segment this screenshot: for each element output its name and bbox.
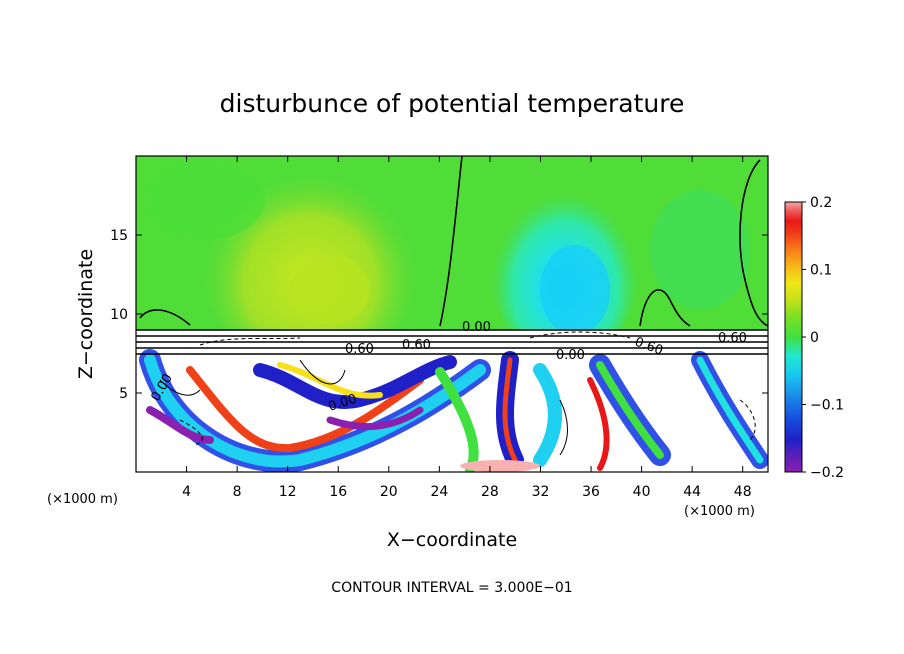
contour-label: 0.60 — [345, 342, 374, 357]
y-tick-label: 10 — [110, 307, 128, 323]
contour-interval-note: CONTOUR INTERVAL = 3.000E−01 — [331, 580, 572, 596]
x-unit-label-left: (×1000 m) — [47, 492, 118, 507]
x-tick-label: 8 — [233, 484, 242, 500]
x-axis-label: X−coordinate — [387, 529, 517, 551]
contour-label: 0.60 — [718, 331, 747, 346]
contour-labels: 0.00 0.60 0.60 0.60 0.00 0.00 0.60 0.00 — [148, 320, 746, 415]
x-tick-label: 32 — [532, 484, 550, 500]
chart-title: disturbunce of potential temperature — [220, 89, 685, 118]
x-tick-label: 16 — [329, 484, 347, 500]
heatmap-field — [136, 156, 768, 472]
colorbar: 0.2 0.1 0 −0.1 −0.2 — [784, 195, 844, 481]
x-tick-label: 20 — [380, 484, 398, 500]
x-tick-label: 12 — [279, 484, 297, 500]
y-axis: 5 10 15 — [110, 228, 768, 402]
colorbar-scale — [784, 201, 803, 473]
colorbar-tick-label: 0 — [810, 330, 819, 346]
x-axis: 4 8 12 16 20 24 28 32 36 40 44 48 — [182, 156, 752, 500]
contour-label: 0.00 — [462, 320, 491, 335]
x-tick-label: 28 — [481, 484, 499, 500]
y-axis-label: Z−coordinate — [75, 249, 97, 379]
x-unit-label-right: (×1000 m) — [684, 504, 755, 519]
colorbar-tick-label: 0.1 — [810, 263, 832, 279]
colorbar-tick-label: −0.2 — [810, 465, 844, 481]
y-tick-label: 5 — [119, 386, 128, 402]
colorbar-tick-label: 0.2 — [810, 195, 832, 211]
x-tick-label: 4 — [182, 484, 191, 500]
y-tick-label: 15 — [110, 228, 128, 244]
contour-label: 0.00 — [556, 348, 585, 363]
x-tick-label: 48 — [734, 484, 752, 500]
x-tick-label: 44 — [683, 484, 701, 500]
x-tick-label: 24 — [430, 484, 448, 500]
colorbar-ticks: 0.2 0.1 0 −0.1 −0.2 — [802, 195, 844, 481]
x-tick-label: 40 — [633, 484, 651, 500]
colorbar-tick-label: −0.1 — [810, 398, 844, 414]
contour-label: 0.60 — [402, 338, 431, 353]
x-tick-label: 36 — [582, 484, 600, 500]
